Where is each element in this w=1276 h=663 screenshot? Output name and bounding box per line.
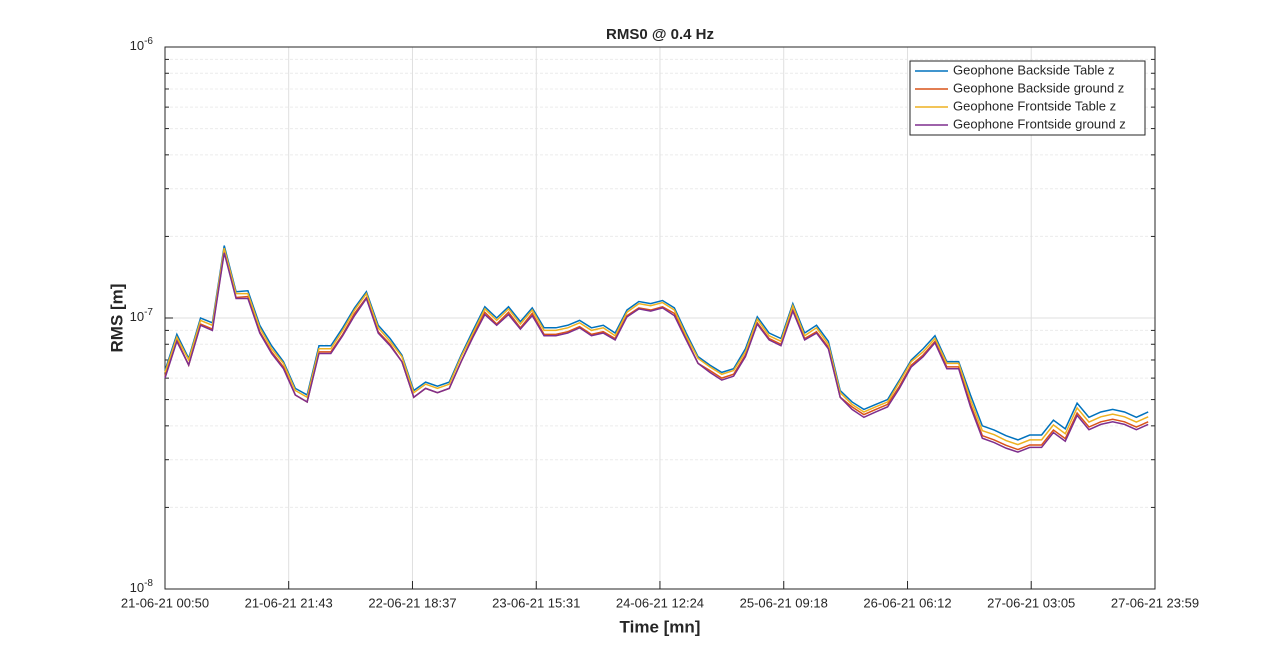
legend-label: Geophone Frontside Table z [953,98,1116,113]
y-tick-base: 10 [130,580,144,595]
y-tick-exponent: -6 [144,36,153,47]
x-tick-label: 27-06-21 23:59 [1111,595,1199,610]
y-tick-label: 10-7 [130,307,154,325]
y-tick-base: 10 [130,309,144,324]
legend-label: Geophone Frontside ground z [953,116,1126,131]
y-tick-exponent: -8 [144,578,153,589]
x-axis-label: Time [mn] [620,617,701,636]
y-tick-exponent: -7 [144,307,153,318]
legend-box [909,60,1146,136]
data-line [164,251,1149,451]
plot-frame [164,46,1156,590]
y-axis-label: RMS [m] [107,284,126,353]
y-tick-label: 10-8 [130,578,154,596]
y-tick-label: 10-6 [130,36,154,54]
data-line [164,247,1149,446]
data-line [164,252,1149,453]
chart-title: RMS0 @ 0.4 Hz [606,26,714,43]
x-tick-label: 25-06-21 09:18 [740,595,828,610]
x-tick-label: 21-06-21 21:43 [245,595,333,610]
x-tick-label: 23-06-21 15:31 [492,595,580,610]
x-tick-label: 21-06-21 00:50 [121,595,209,610]
x-tick-label: 22-06-21 18:37 [368,595,456,610]
x-tick-label: 27-06-21 03:05 [987,595,1075,610]
x-tick-label: 26-06-21 06:12 [863,595,951,610]
legend-label: Geophone Backside ground z [953,80,1124,95]
legend-label: Geophone Backside Table z [953,62,1115,77]
x-tick-label: 24-06-21 12:24 [616,595,704,610]
data-line [164,245,1149,441]
y-tick-base: 10 [130,38,144,53]
legend: Geophone Backside Table z Geophone Backsi… [909,60,1146,136]
